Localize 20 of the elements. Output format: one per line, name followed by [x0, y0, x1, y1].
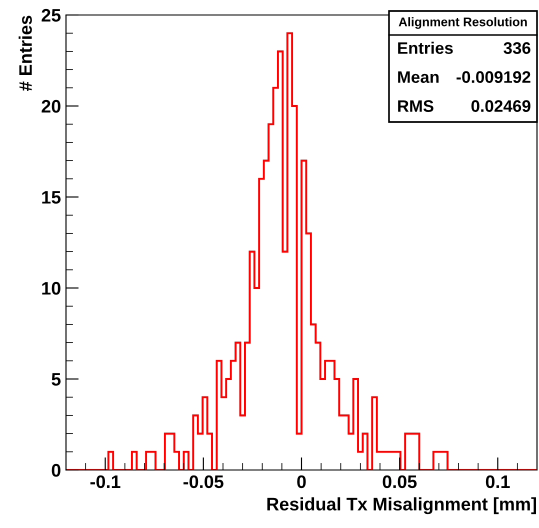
- y-tick-label: 10: [42, 282, 60, 295]
- annotation: 336: [504, 42, 530, 54]
- annotation: 0.02469: [471, 100, 530, 112]
- x-tick-label: -0.1: [90, 475, 120, 488]
- x-tick-label: 0.05: [382, 475, 417, 488]
- y-tick-label: 25: [42, 8, 61, 22]
- y-tick-label: 5: [52, 373, 61, 386]
- x-tick-label: -0.05: [184, 475, 224, 488]
- annotation: Mean: [398, 71, 439, 83]
- annotation: Alignment Resolution: [398, 17, 527, 29]
- x-tick-label: 0: [297, 475, 306, 488]
- y-tick-label: 0: [52, 464, 60, 477]
- x-axis-title: Residual Tx Misalignment [mm]: [267, 497, 536, 514]
- y-tick-label: 15: [42, 191, 61, 204]
- annotation: RMS: [398, 100, 434, 112]
- y-tick-label: 20: [42, 100, 60, 113]
- x-tick-label: 0.1: [486, 475, 510, 488]
- annotation: -0.009192: [456, 71, 530, 83]
- y-axis-title: # Entries: [18, 16, 32, 91]
- annotation: Entries: [398, 42, 453, 54]
